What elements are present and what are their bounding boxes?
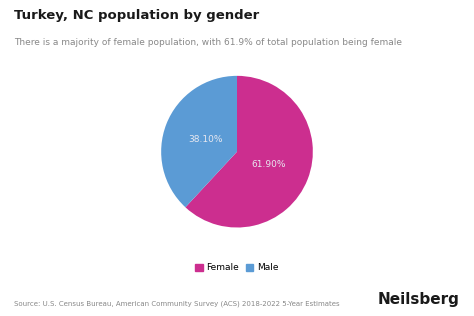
Text: Turkey, NC population by gender: Turkey, NC population by gender	[14, 9, 259, 22]
Text: 38.10%: 38.10%	[188, 135, 222, 144]
Wedge shape	[185, 76, 313, 228]
Wedge shape	[161, 76, 237, 207]
Text: Neilsberg: Neilsberg	[378, 292, 460, 307]
Text: 61.90%: 61.90%	[252, 160, 286, 169]
Legend: Female, Male: Female, Male	[192, 260, 282, 276]
Text: There is a majority of female population, with 61.9% of total population being f: There is a majority of female population…	[14, 38, 402, 47]
Text: Source: U.S. Census Bureau, American Community Survey (ACS) 2018-2022 5-Year Est: Source: U.S. Census Bureau, American Com…	[14, 300, 340, 307]
